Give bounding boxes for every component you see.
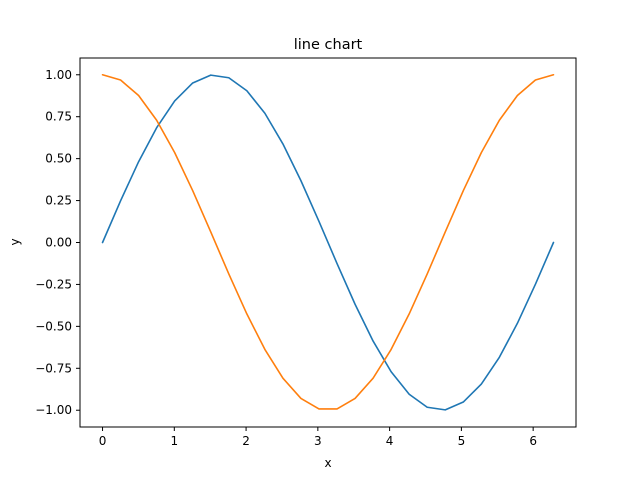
- x-tick-label: 5: [458, 434, 466, 448]
- series-line-2: [101, 73, 555, 410]
- y-tick-label: −0.25: [35, 277, 72, 291]
- x-tick-label: 0: [99, 434, 107, 448]
- y-axis: −1.00 −0.75 −0.50 −0.25 0.00 0.25 0.50 0.75 1.00: [35, 68, 80, 417]
- y-tick-label: 0.75: [45, 110, 72, 124]
- y-tick-label: 0.00: [45, 236, 72, 250]
- y-tick-label: 0.25: [45, 194, 72, 208]
- series-line-1: [101, 74, 555, 411]
- x-tick-label: 4: [386, 434, 394, 448]
- y-axis-label: y: [8, 238, 22, 245]
- chart-title: line chart: [294, 37, 363, 53]
- y-tick-label: 1.00: [45, 68, 72, 82]
- x-axis-label: x: [324, 456, 331, 470]
- y-tick-label: −0.50: [35, 319, 72, 333]
- x-tick-label: 3: [314, 434, 322, 448]
- plot-area: [101, 73, 555, 411]
- x-tick-label: 6: [529, 434, 537, 448]
- x-tick-label: 1: [170, 434, 178, 448]
- x-tick-label: 2: [242, 434, 250, 448]
- y-tick-label: 0.50: [45, 152, 72, 166]
- x-axis: 0 1 2 3 4 5 6: [99, 427, 537, 448]
- y-tick-label: −1.00: [35, 403, 72, 417]
- y-tick-label: −0.75: [35, 361, 72, 375]
